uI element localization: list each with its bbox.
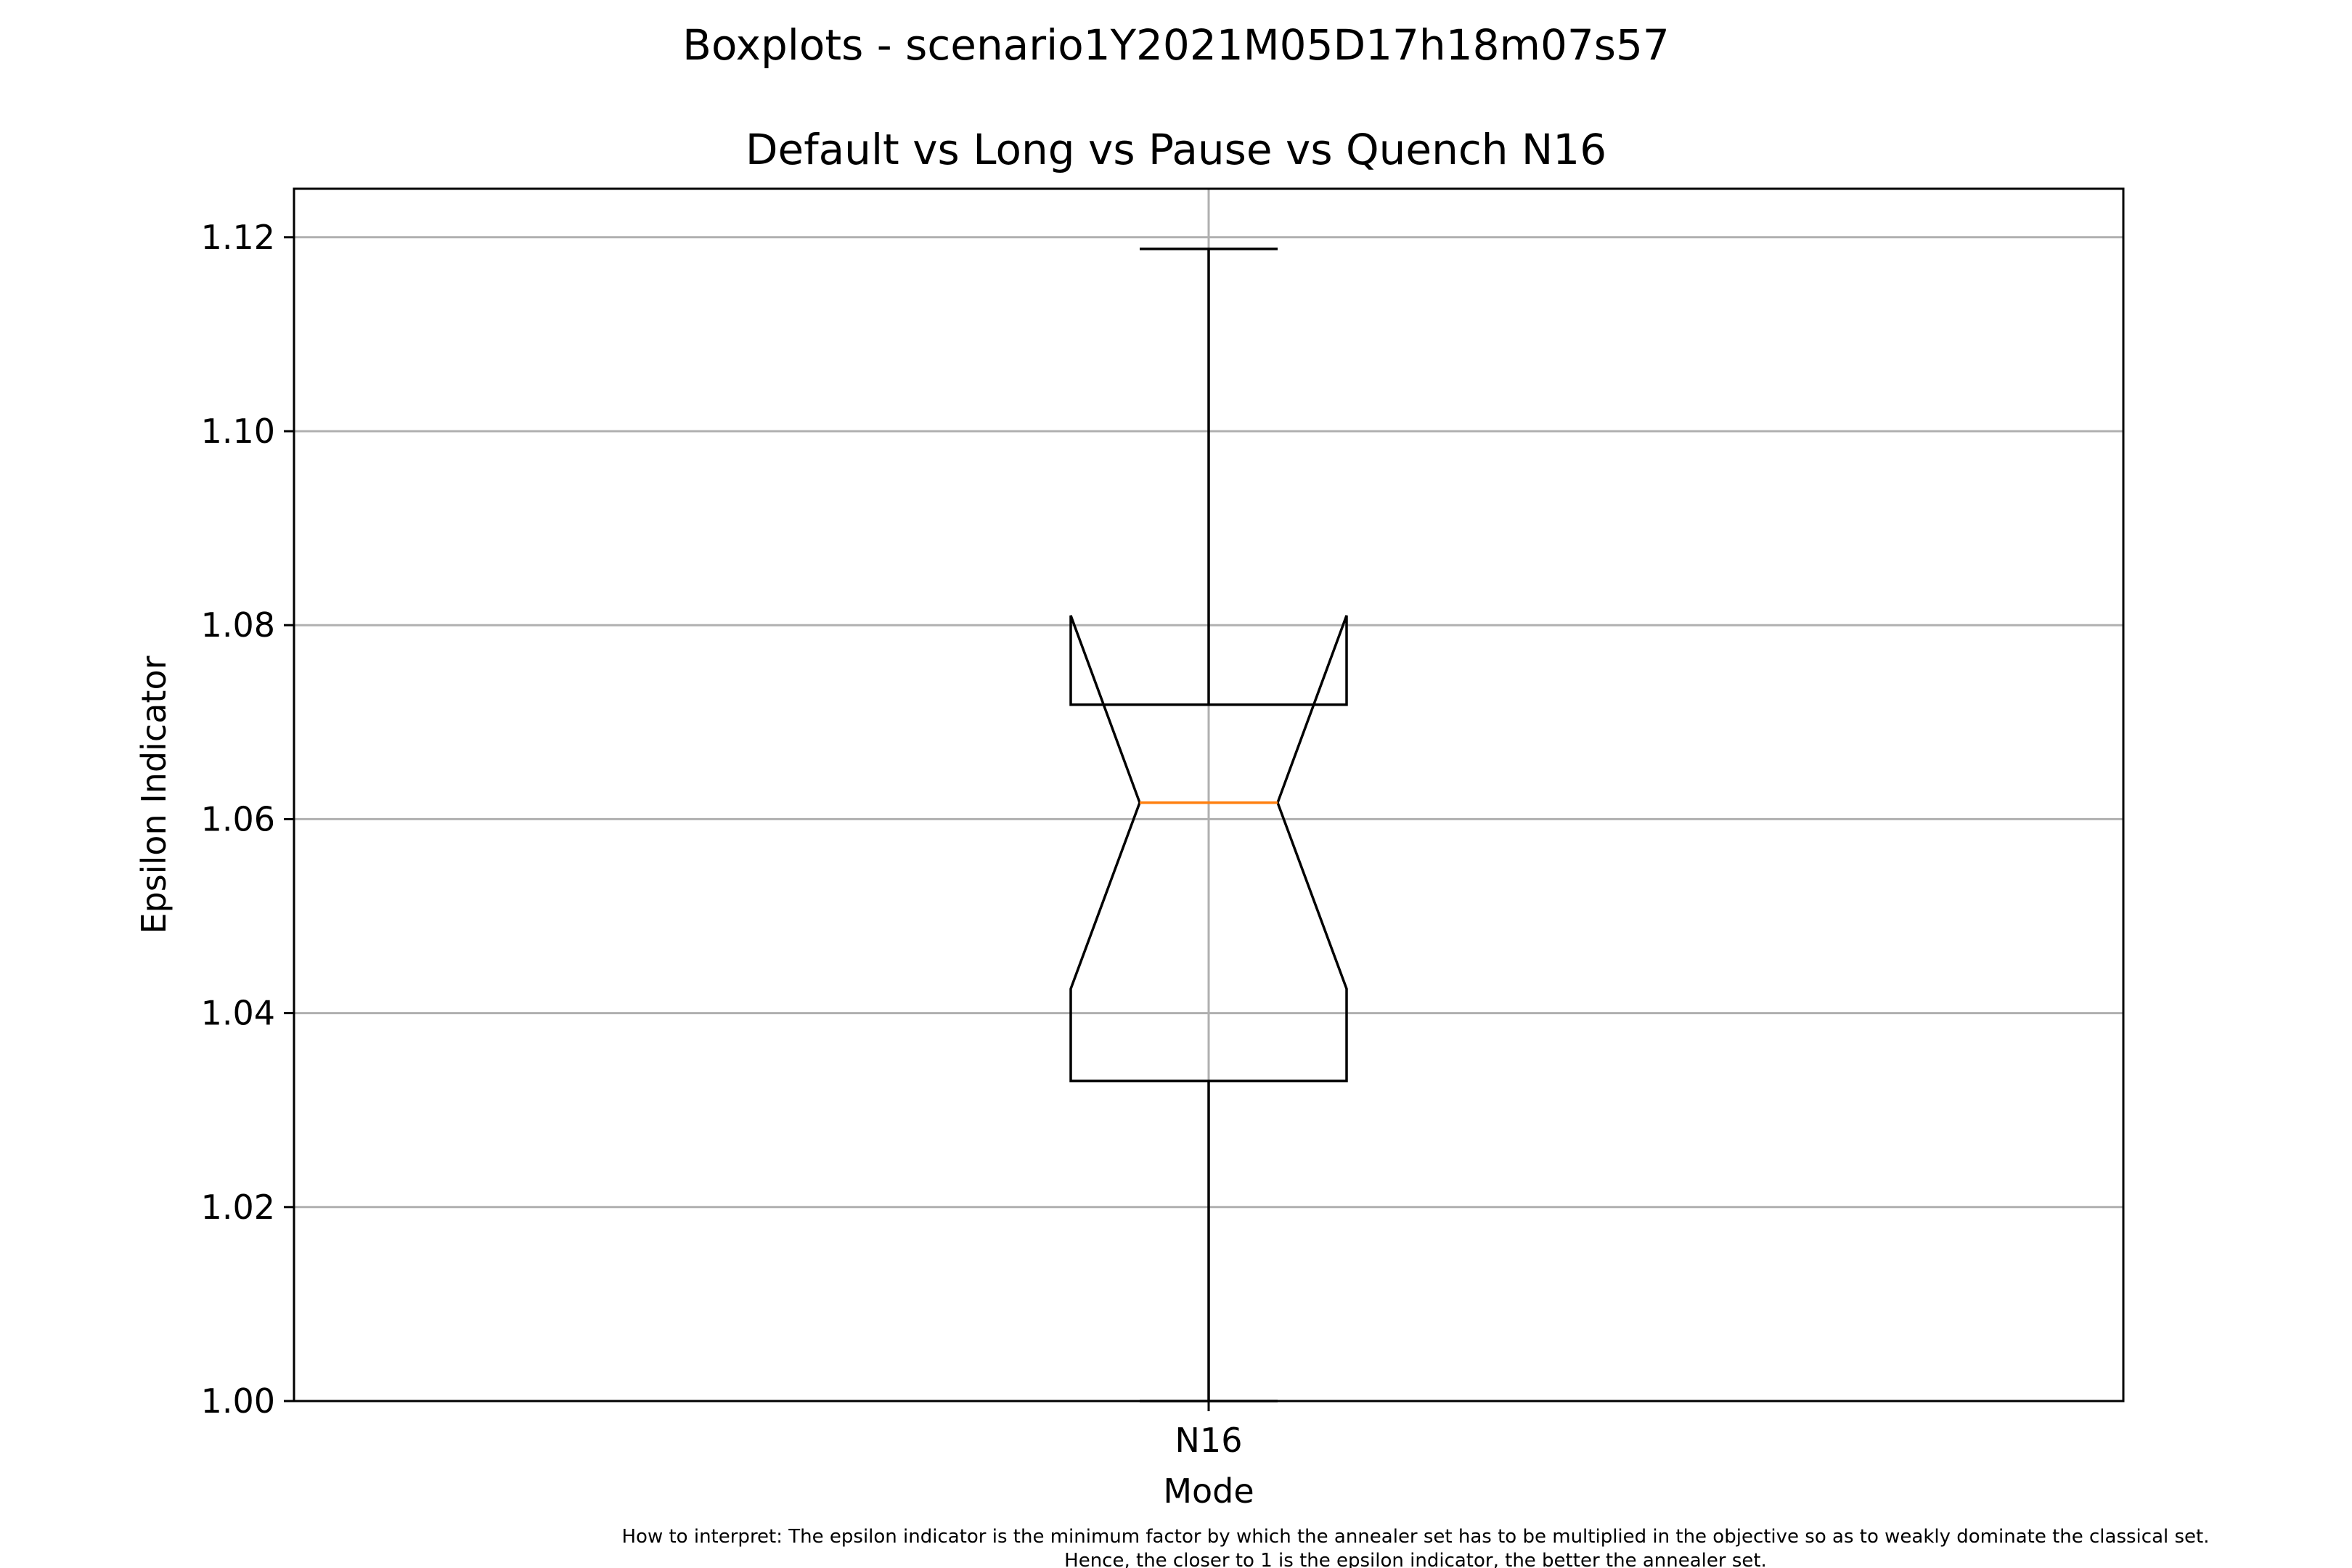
chart-title: Default vs Long vs Pause vs Quench N16: [746, 125, 1606, 174]
y-tick-label: 1.02: [201, 1188, 275, 1227]
y-axis-label: Epsilon Indicator: [134, 656, 173, 934]
y-tick-label: 1.04: [201, 994, 275, 1033]
note-line-1: How to interpret: The epsilon indicator …: [622, 1526, 2210, 1548]
y-ticks: 1.00 1.02 1.04 1.06 1.08 1.10 1.12: [201, 218, 294, 1421]
y-tick-label: 1.10: [201, 412, 275, 451]
y-tick-label: 1.12: [201, 218, 275, 257]
y-tick-label: 1.08: [201, 605, 275, 645]
chart-suptitle: Boxplots - scenario1Y2021M05D17h18m07s57: [682, 20, 1670, 70]
x-ticks: N16: [1175, 1401, 1243, 1460]
note-line-2: Hence, the closer to 1 is the epsilon in…: [1064, 1550, 1767, 1568]
x-axis-label: Mode: [1163, 1471, 1254, 1511]
x-tick-label: N16: [1175, 1421, 1243, 1460]
notched-box: [1069, 615, 1348, 1082]
y-tick-label: 1.06: [201, 799, 275, 838]
y-tick-label: 1.00: [201, 1381, 275, 1421]
